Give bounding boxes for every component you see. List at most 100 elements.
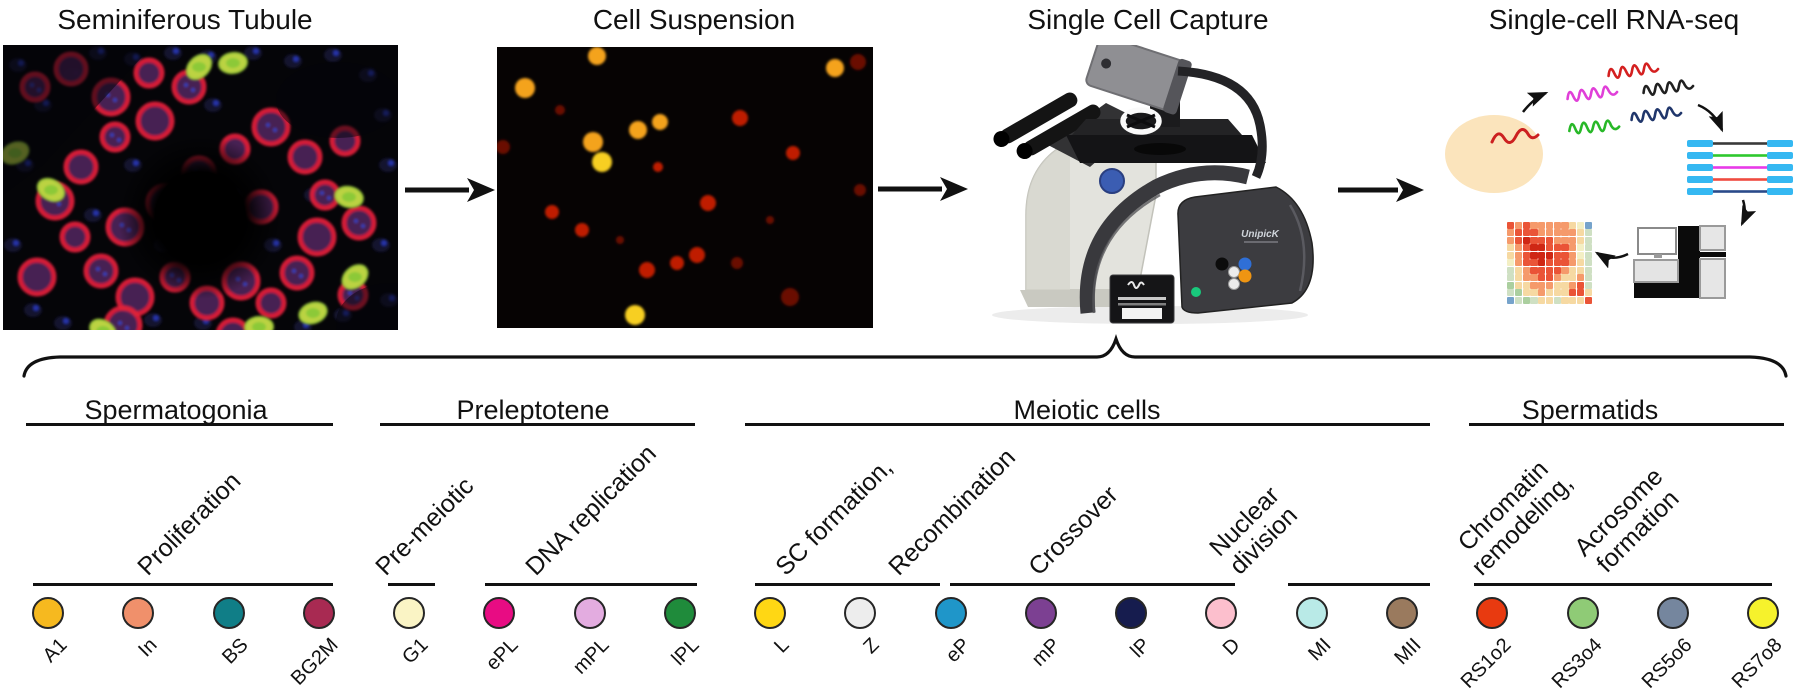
heatmap-cell: [1538, 274, 1546, 282]
process-nuclear-division: Nuclear division: [1204, 481, 1303, 581]
heatmap-cell: [1530, 236, 1538, 244]
heatmap-cell: [1538, 281, 1546, 289]
heatmap-cell: [1545, 274, 1554, 282]
heatmap-cell: [1577, 222, 1585, 229]
stage-dot-G1: [393, 597, 425, 629]
heatmap-cell: [1569, 222, 1577, 229]
brand-logo-dot: [1099, 168, 1125, 194]
stage-dot-lPL: [664, 597, 696, 629]
button-black: [1215, 257, 1229, 271]
stage-dot-RS3o4: [1567, 597, 1599, 629]
heatmap-cell: [1522, 229, 1530, 237]
heatmap-cell: [1553, 251, 1561, 259]
heatmap-cell: [1553, 236, 1561, 244]
stage-label-G1: G1: [398, 634, 433, 669]
heatmap-cell: [1538, 289, 1546, 297]
heatmap-cell: [1569, 296, 1577, 304]
heatmap-cell: [1569, 251, 1577, 259]
heatmap-cell: [1584, 289, 1592, 297]
panel-title-cell-suspension: Cell Suspension: [592, 4, 796, 35]
heatmap-cell: [1553, 274, 1561, 282]
heatmap-cell: [1522, 236, 1530, 244]
stage-dot-RS1o2: [1476, 597, 1508, 629]
heatmap-cell: [1545, 289, 1554, 297]
stage-label-MII: MII: [1390, 634, 1426, 670]
stage-dot-Z: [844, 597, 876, 629]
heatmap-cell: [1569, 259, 1577, 267]
capture-unit-body: [1177, 186, 1314, 314]
heatmap-cell: [1530, 222, 1538, 229]
library-fragments-icon: [1687, 140, 1793, 195]
heatmap-cell: [1553, 266, 1561, 274]
heatmap-cell: [1577, 259, 1585, 267]
process-line: [950, 583, 1235, 586]
heatmap-cell: [1584, 222, 1592, 229]
category-spermatogonia: Spermatogonia: [84, 395, 268, 425]
heatmap-cell: [1545, 251, 1554, 259]
heatmap-cell: [1514, 289, 1522, 297]
arrow-rna-to-library: [1697, 103, 1724, 133]
heatmap-cell: [1514, 222, 1522, 229]
heatmap-cell: [1569, 289, 1577, 297]
grouping-brace: [22, 333, 1788, 378]
heatmap-cell: [1530, 281, 1538, 289]
stage-label-lPL: lPL: [667, 634, 704, 670]
heatmap-cell: [1569, 266, 1577, 274]
heatmap-cell: [1507, 281, 1515, 289]
heatmap-cell: [1561, 289, 1569, 297]
heatmap-cell: [1522, 251, 1530, 259]
stage-dot-lP: [1115, 597, 1147, 629]
heatmap-cell: [1522, 296, 1530, 304]
heatmap-cell: [1514, 236, 1522, 244]
heatmap-cell: [1514, 266, 1522, 274]
stage-dot-BG2M: [303, 597, 335, 629]
stage-label-MI: MI: [1304, 634, 1336, 666]
heatmap-cell: [1553, 281, 1561, 289]
heatmap-cell: [1545, 266, 1554, 274]
heatmap-cell: [1584, 296, 1592, 304]
cell-icon: [1445, 115, 1543, 193]
camera-icon: [1085, 45, 1192, 115]
heatmap-cell: [1507, 229, 1515, 237]
button-white-1: [1228, 266, 1240, 278]
heatmap-cell: [1545, 229, 1554, 237]
stage-label-lP: lP: [1126, 634, 1155, 663]
process-dna-replication: DNA replication: [520, 439, 662, 581]
heatmap-cell: [1538, 251, 1546, 259]
heatmap-cell: [1584, 236, 1592, 244]
arrow-library-to-sequencer: [1740, 199, 1757, 227]
heatmap-cell: [1514, 274, 1522, 282]
heatmap-cell: [1514, 251, 1522, 259]
heatmap-cell: [1569, 281, 1577, 289]
button-white-2: [1228, 278, 1240, 290]
instrument-arch: [1079, 165, 1250, 314]
heatmap-cell: [1538, 244, 1546, 252]
heatmap-cell: [1522, 274, 1530, 282]
heatmap-cell: [1522, 281, 1530, 289]
stage-dot-MI: [1296, 597, 1328, 629]
heatmap-cell: [1553, 222, 1561, 229]
category-spermatids: Spermatids: [1521, 395, 1659, 425]
stage-label-A1: A1: [38, 634, 72, 667]
heatmap-cell: [1584, 251, 1592, 259]
stage-dot-RS7o8: [1747, 597, 1779, 629]
heatmap-cell: [1530, 274, 1538, 282]
heatmap-cell: [1569, 244, 1577, 252]
heatmap-cell: [1584, 244, 1592, 252]
process-proliferation: Proliferation: [132, 466, 247, 581]
arrow-capture-to-rnaseq: [1338, 178, 1424, 202]
category-underline: [380, 423, 695, 426]
category-meiotic-cells: Meiotic cells: [1013, 395, 1161, 425]
stage-dot-MII: [1386, 597, 1418, 629]
heatmap-cell: [1514, 244, 1522, 252]
heatmap-cell: [1538, 222, 1546, 229]
process-acrosome-formation: Acrosome formation: [1569, 462, 1685, 579]
heatmap-cell: [1584, 274, 1592, 282]
heatmap-cell: [1530, 266, 1538, 274]
heatmap-cell: [1522, 289, 1530, 297]
heatmap-cell: [1538, 296, 1546, 304]
heatmap-cell: [1553, 229, 1561, 237]
stage-label-ePL: ePL: [481, 634, 523, 675]
stage-dot-BS: [213, 597, 245, 629]
process-line: [33, 583, 333, 586]
